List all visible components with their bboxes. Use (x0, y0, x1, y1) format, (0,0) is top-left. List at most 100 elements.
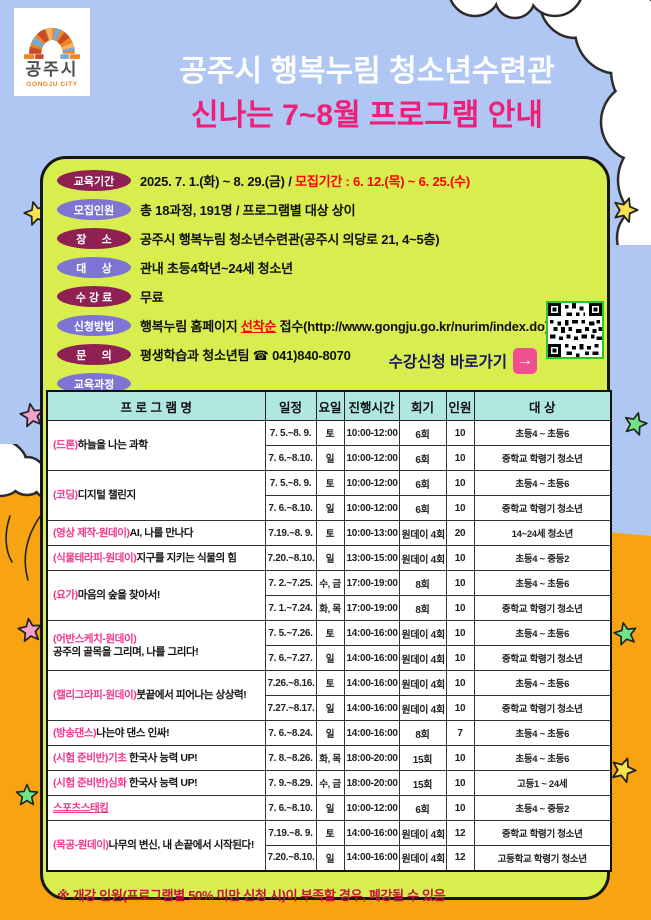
program-name-black: 한국사 능력 UP! (126, 751, 198, 764)
main-panel: 교육기간 2025. 7. 1.(화) ~ 8. 29.(금) / 모집기간 : … (40, 156, 612, 903)
cell-count: 8회 (398, 720, 447, 746)
cell-capacity: 10 (445, 745, 475, 771)
program-name-pink: (시험 준비반)기초 (53, 751, 127, 764)
program-name-pink: (방송댄스) (53, 726, 97, 739)
info-value-text: 무료 (140, 290, 164, 305)
info-row: 교육기간 2025. 7. 1.(화) ~ 8. 29.(금) / 모집기간 : … (57, 170, 597, 191)
gongju-city-logo: 공주시 GONGJU CITY (14, 8, 90, 96)
cell-count: 원데이 4회 (398, 545, 447, 571)
cell-target: 초등4 ~ 초등6 (473, 670, 612, 696)
cell-day: 일 (315, 720, 345, 746)
program-name-black: 디지털 챌린지 (77, 489, 136, 502)
table-header: 진행시간 (343, 390, 400, 421)
cell-day: 화, 목 (315, 595, 345, 621)
cell-time: 13:00-15:00 (343, 545, 400, 571)
info-label-pill: 교육과정 (57, 373, 131, 394)
cell-count: 6회 (398, 495, 447, 521)
info-row: 모집인원 총 18과정, 191명 / 프로그램별 대상 상이 (57, 199, 597, 220)
info-value-text: 2025. 7. 1.(화) ~ 8. 29.(금) / (140, 174, 296, 189)
cell-capacity: 10 (445, 470, 475, 496)
cell-target: 중학교 학령기 청소년 (473, 645, 612, 671)
footer-note: ※ 개강 인원(프로그램별 50% 미만 신청 시)이 부족할 경우, 폐강될 … (57, 888, 446, 903)
cell-day: 일 (315, 545, 345, 571)
arrow-button[interactable]: → (513, 348, 537, 374)
program-name: (어반스케치-원데이) 공주의 골목을 그리며, 나를 그리다! (46, 620, 266, 671)
table-header: 회기 (398, 390, 447, 421)
cell-day: 토 (315, 520, 345, 546)
cell-count: 6회 (398, 445, 447, 471)
poster-subtitle: 신나는 7~8월 프로그램 안내 (191, 99, 543, 132)
cell-capacity: 10 (445, 545, 475, 571)
cell-target: 초등4 ~ 초등6 (473, 570, 612, 596)
apply-row: 수강신청 바로가기 → (389, 348, 537, 374)
cell-time: 18:00-20:00 (343, 770, 400, 796)
program-name-black: 나무의 변신, 내 손끝에서 시작된다! (108, 838, 255, 851)
info-value-highlight: 모집기간 : 6. 12.(목) ~ 6. 25.(수) (295, 174, 470, 189)
cell-capacity: 10 (445, 670, 475, 696)
program-name: (영상 제작-원데이)AI, 나를 만나다 (46, 520, 266, 546)
table-header: 요일 (315, 390, 345, 421)
cell-target: 초등4 ~ 중등2 (473, 545, 612, 571)
cell-day: 토 (315, 620, 345, 646)
cell-date: 7. 5.~8. 9. (264, 420, 317, 446)
cell-count: 원데이 4회 (398, 645, 447, 671)
logo-korean-text: 공주시 (25, 60, 79, 79)
program-name-pink: (캘리그라피-원데이) (53, 689, 137, 702)
table-row: (캘리그라피-원데이)붓끝에서 피어나는 상상력! 7.26.~8.16. 토 14:… (46, 670, 612, 721)
cell-capacity: 10 (445, 595, 475, 621)
program-name-pink: (영상 제작-원데이) (53, 526, 130, 539)
cell-date: 7. 8.~8.26. (264, 745, 317, 771)
table-row: (요가)마음의 숲을 찾아서! 7. 2.~7.25. 수, 금 17:00-19:0… (46, 570, 612, 621)
cell-count: 8회 (398, 595, 447, 621)
info-value: 무료 (140, 287, 164, 306)
cell-date: 7.19.~8. 9. (264, 520, 317, 546)
table-header: 인원 (445, 390, 475, 421)
qr-code[interactable] (546, 301, 604, 359)
program-name-pink: (식물테라피-원데이) (53, 551, 137, 564)
cell-time: 10:00-12:00 (343, 495, 400, 521)
program-name-pink: (시험 준비반)심화 (53, 776, 127, 789)
apply-link[interactable]: 수강신청 바로가기 (388, 354, 507, 371)
program-name-pink: (요가) (53, 589, 78, 602)
cell-date: 7. 6.~8.10. (264, 495, 317, 521)
cell-time: 18:00-20:00 (343, 745, 400, 771)
info-row: 장 소 공주시 행복누림 청소년수련관(공주시 의당로 21, 4~5층) (57, 228, 597, 249)
cell-day: 토 (315, 470, 345, 496)
cell-time: 10:00-12:00 (343, 470, 400, 496)
program-table: 프 로 그 램 명 일정 요일 진행시간 회기 인원 대 상 (드론)하늘을 나는 과학 7. … (46, 390, 612, 872)
cell-day: 수, 금 (315, 770, 345, 796)
program-name-black: 마음의 숲을 찾아서! (77, 589, 161, 602)
cell-date: 7. 5.~8. 9. (264, 470, 317, 496)
cell-date: 7. 9.~8.29. (264, 770, 317, 796)
cell-capacity: 12 (445, 820, 475, 846)
program-name: (방송댄스)나는야 댄스 인싸! (46, 720, 266, 746)
cell-date: 7. 5.~7.26. (264, 620, 317, 646)
cell-target: 초등4 ~ 초등6 (473, 720, 612, 746)
cell-target: 14~24세 청소년 (473, 520, 612, 546)
cell-time: 14:00-16:00 (343, 845, 400, 871)
program-name-pink: (어반스케치-원데이) (53, 632, 137, 645)
cell-date: 7.27.~8.17. (264, 695, 317, 721)
table-row: (방송댄스)나는야 댄스 인싸! 7. 6.~8.24. 일 14:00-16:00 8… (46, 720, 612, 746)
cell-capacity: 20 (445, 520, 475, 546)
cell-target: 고등학교 학령기 청소년 (473, 845, 612, 871)
table-row: (코딩)디지털 챌린지 7. 5.~8. 9. 토 10:00-12:00 6회 10 초등… (46, 470, 612, 521)
info-value: 행복누림 홈페이지 선착순 접수(http://www.gongju.go.kr… (140, 316, 549, 335)
info-value-text: 공주시 행복누림 청소년수련관(공주시 의당로 21, 4~5층) (140, 232, 440, 247)
cell-date: 7. 6.~7.27. (264, 645, 317, 671)
table-header: 대 상 (473, 390, 612, 421)
info-row: 대 상 관내 초등4학년~24세 청소년 (57, 257, 597, 278)
program-name-black: 하늘을 나는 과학 (77, 439, 148, 452)
cell-day: 토 (315, 420, 345, 446)
cell-target: 초등4 ~ 초등6 (473, 745, 612, 771)
info-label-pill: 모집인원 (57, 199, 131, 220)
program-name: (식물테라피-원데이)지구를 지키는 식물의 힘 (46, 545, 266, 571)
cell-date: 7.20.~8.10. (264, 845, 317, 871)
info-value: 공주시 행복누림 청소년수련관(공주시 의당로 21, 4~5층) (140, 229, 440, 248)
program-name: (코딩)디지털 챌린지 (46, 470, 266, 521)
cell-time: 14:00-16:00 (343, 820, 400, 846)
cell-count: 원데이 4회 (398, 695, 447, 721)
cell-capacity: 10 (445, 795, 475, 821)
cell-target: 초등4 ~ 초등6 (473, 470, 612, 496)
